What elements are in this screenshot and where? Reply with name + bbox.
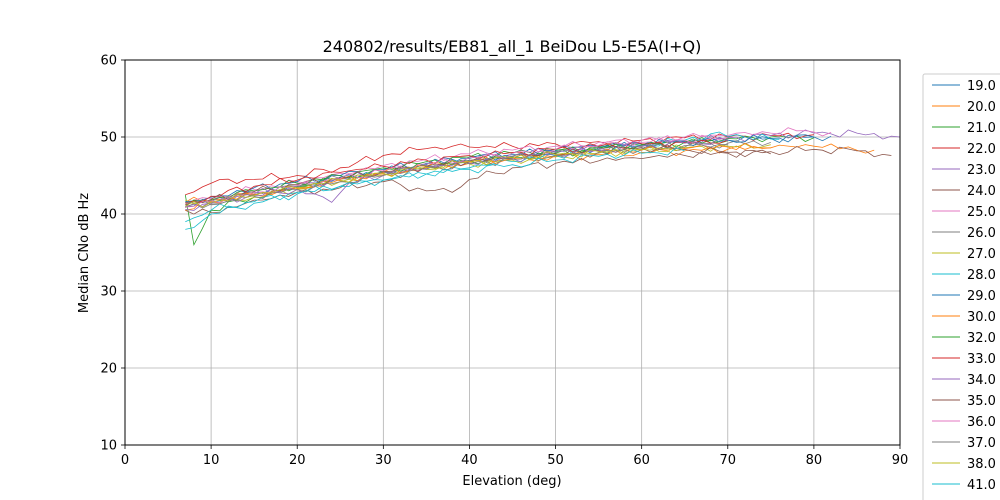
- legend: 19.0 20.0 21.0 22.0 23.0 24.0 25.0 26.0 27.0 28.0…: [922, 73, 1000, 500]
- series-layer: [184, 127, 901, 247]
- series-line-22.0: [185, 132, 814, 196]
- legend-label: 29.0: [967, 289, 996, 304]
- grid: [124, 59, 901, 446]
- series-line-27.0: [185, 143, 771, 205]
- y-tick-label: 60: [100, 54, 117, 69]
- legend-label: 21.0: [967, 121, 996, 136]
- legend-label: 19.0: [967, 79, 996, 94]
- series-line-38.0: [185, 146, 685, 208]
- y-ticks: 10 20 30 40 50 60: [100, 54, 125, 454]
- legend-label: 37.0: [967, 436, 996, 451]
- x-tick-label: 10: [203, 453, 220, 468]
- legend-label: 34.0: [967, 373, 996, 388]
- y-tick-label: 20: [100, 362, 117, 377]
- x-tick-label: 40: [461, 453, 478, 468]
- y-tick-label: 10: [100, 439, 117, 454]
- x-axis-label: Elevation (deg): [462, 474, 561, 489]
- series-line-36.0: [185, 134, 728, 208]
- legend-label: 36.0: [967, 415, 996, 430]
- x-ticks: 0 10 20 30 40 50 60 70 80 90: [121, 445, 908, 468]
- legend-label: 41.0: [967, 478, 996, 493]
- legend-label: 28.0: [967, 268, 996, 283]
- series-line-24.0: [185, 145, 892, 215]
- series-line-33.0: [185, 139, 728, 204]
- series-line-32.0: [185, 138, 728, 207]
- x-tick-label: 0: [121, 453, 129, 468]
- legend-label: 26.0: [967, 226, 996, 241]
- y-tick-label: 50: [100, 131, 117, 146]
- legend-label: 33.0: [967, 352, 996, 367]
- y-axis-label: Median CNo dB Hz: [77, 193, 92, 313]
- legend-label: 22.0: [967, 142, 996, 157]
- x-tick-label: 80: [806, 453, 823, 468]
- x-tick-label: 60: [633, 453, 650, 468]
- series-line-41.0: [185, 147, 685, 230]
- legend-label: 30.0: [967, 310, 996, 325]
- y-tick-label: 40: [100, 208, 117, 223]
- x-tick-label: 30: [375, 453, 392, 468]
- chart-title: 240802/results/EB81_all_1 BeiDou L5-E5A(…: [323, 37, 702, 57]
- legend-label: 27.0: [967, 247, 996, 262]
- series-line-25.0: [185, 127, 832, 206]
- legend-label: 25.0: [967, 205, 996, 220]
- legend-frame: [922, 73, 1000, 500]
- plot-frame: [124, 59, 901, 446]
- x-tick-label: 20: [289, 453, 306, 468]
- legend-label: 20.0: [967, 100, 996, 115]
- series-line-29.0: [185, 134, 814, 203]
- legend-label: 38.0: [967, 457, 996, 472]
- legend-label: 24.0: [967, 184, 996, 199]
- y-tick-label: 30: [100, 285, 117, 300]
- x-tick-label: 90: [892, 453, 909, 468]
- series-line-35.0: [185, 144, 771, 206]
- legend-label: 23.0: [967, 163, 996, 178]
- x-tick-label: 70: [720, 453, 737, 468]
- legend-label: 35.0: [967, 394, 996, 409]
- series-line-37.0: [185, 142, 728, 206]
- legend-label: 32.0: [967, 331, 996, 346]
- x-tick-label: 50: [547, 453, 564, 468]
